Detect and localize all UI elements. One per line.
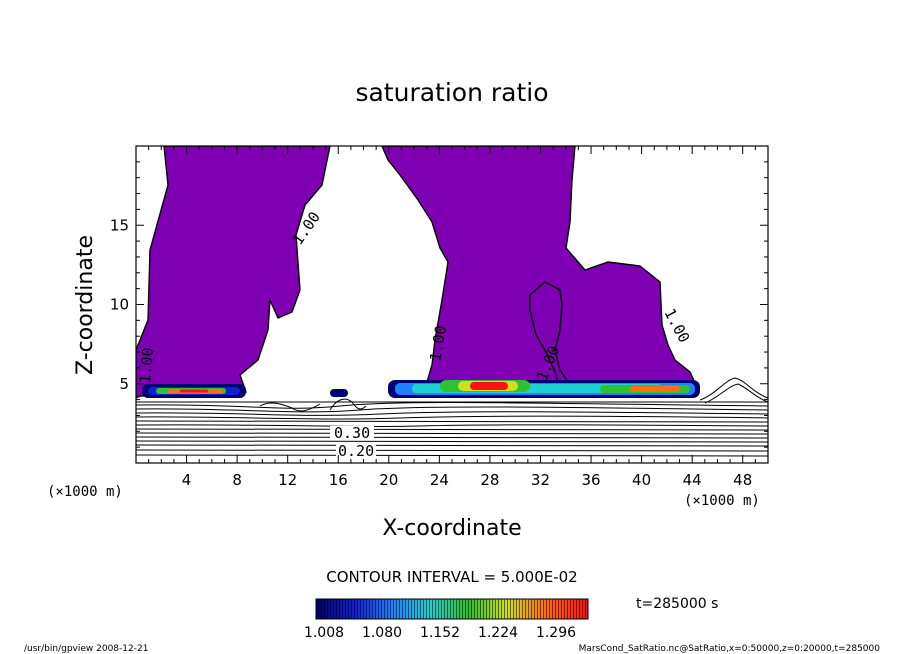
x-unit-left: (×1000 m): [47, 484, 123, 500]
contour-interval-label: CONTOUR INTERVAL = 5.000E-02: [326, 568, 577, 586]
y-tick-label: 10: [110, 296, 129, 314]
colorbar: 1.008 1.080 1.152 1.224 1.296: [304, 598, 589, 641]
saturated-region: [136, 146, 697, 399]
y-tick-label: 15: [110, 216, 129, 234]
x-tick-label: 28: [480, 471, 499, 489]
colorbar-bands: [316, 599, 588, 619]
x-axis-label: X-coordinate: [382, 516, 521, 541]
colorbar-frame: [315, 598, 589, 620]
x-tick-label: 32: [531, 471, 550, 489]
x-tick-label: 48: [733, 471, 752, 489]
x-tick-label: 44: [683, 471, 702, 489]
x-tick-label: 16: [329, 471, 348, 489]
contour-label-030: 0.30: [334, 424, 370, 442]
x-tick-label: 24: [430, 471, 449, 489]
supersaturated-patches: [142, 380, 700, 398]
colorbar-tick-5: 1.296: [536, 625, 576, 641]
contour-label-100-e: 1.00: [136, 347, 157, 385]
colorbar-tick-1: 1.008: [304, 625, 344, 641]
y-axis-label: Z-coordinate: [73, 235, 98, 375]
x-tick-label: 12: [278, 471, 297, 489]
x-tick-label: 4: [182, 471, 192, 489]
x-tick-label: 36: [581, 471, 600, 489]
contour-label-100-b: 1.00: [426, 324, 450, 363]
footer-right: MarsCond_SatRatio.nc@SatRatio,x=0:50000,…: [579, 644, 881, 654]
time-label: t=285000 s: [636, 596, 718, 612]
contour-label-020: 0.20: [338, 442, 374, 460]
x-tick-label: 20: [379, 471, 398, 489]
chart-title: saturation ratio: [355, 78, 548, 107]
x-unit-right: (×1000 m): [684, 493, 760, 509]
colorbar-tick-4: 1.224: [478, 625, 518, 641]
y-tick-label: 5: [119, 375, 129, 393]
colorbar-tick-2: 1.080: [362, 625, 402, 641]
x-tick-label: 8: [232, 471, 242, 489]
x-axis: 4 8 12 16 20 24 28 32 36 40 44 48: [148, 146, 756, 489]
colorbar-tick-3: 1.152: [420, 625, 460, 641]
lower-contour-lines: [136, 377, 768, 457]
footer-left: /usr/bin/gpview 2008-12-21: [24, 644, 148, 654]
plot-area: 0.30 0.20 1.00 1.00 1.00 1.00 1.00: [136, 146, 768, 460]
y-axis: 5 10 15: [110, 161, 768, 448]
x-tick-label: 40: [632, 471, 651, 489]
